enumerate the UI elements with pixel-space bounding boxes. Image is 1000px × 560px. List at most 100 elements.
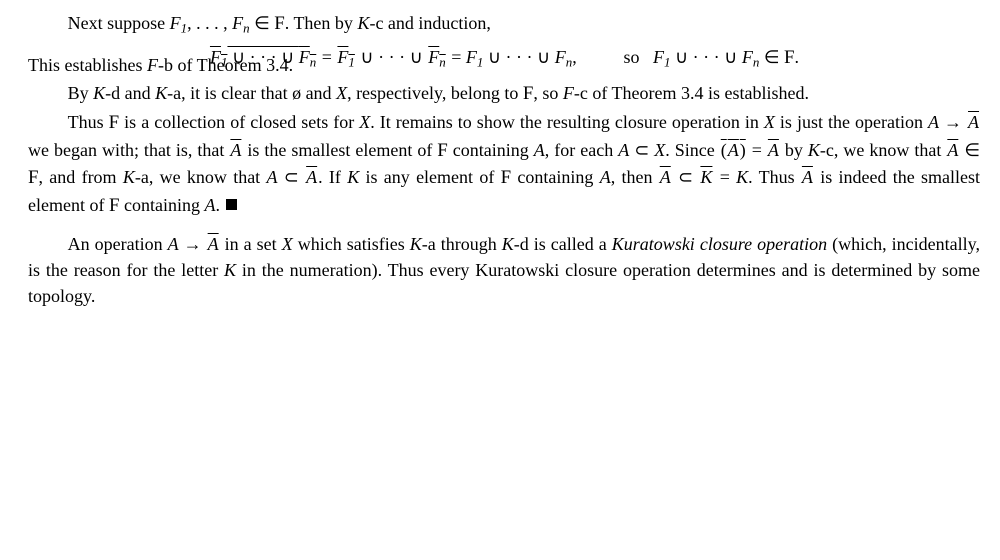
sym-A: A xyxy=(618,140,629,160)
sym-X: X xyxy=(359,112,370,132)
text: containing xyxy=(119,195,204,215)
sym-Abar: A xyxy=(305,167,318,187)
script-F: F xyxy=(28,167,39,188)
sym: F xyxy=(466,47,477,67)
sym: F xyxy=(742,47,753,67)
paragraph-kuratowski: An operation A → A in a set X which sati… xyxy=(28,231,980,309)
sym-A: A xyxy=(168,234,179,254)
text: -c, we know that xyxy=(820,140,946,160)
sym-A: A xyxy=(534,140,545,160)
sym-K: K xyxy=(347,167,359,187)
script-F: F xyxy=(437,140,448,161)
op: → xyxy=(939,112,967,132)
sym-F: F xyxy=(563,83,574,103)
text: which satisfies xyxy=(293,234,410,254)
text: containing xyxy=(448,140,534,160)
sub: n xyxy=(439,55,445,70)
text: . Since xyxy=(665,140,719,160)
sym-A: A xyxy=(928,112,939,132)
text: -a through xyxy=(422,234,502,254)
sym-K: K xyxy=(155,83,167,103)
text: by xyxy=(780,140,808,160)
term-kuratowski: Kuratowski closure operation xyxy=(612,234,827,254)
sym: F xyxy=(428,47,439,67)
text: is any element of xyxy=(359,167,500,187)
sym-K: K xyxy=(736,167,748,187)
op: = xyxy=(447,47,466,67)
text: . If xyxy=(318,167,347,187)
sym-Abar: A xyxy=(767,140,780,160)
sym-K: K xyxy=(357,13,369,33)
script-F: F xyxy=(784,47,795,68)
qed-icon xyxy=(226,199,237,210)
op: = xyxy=(747,140,767,160)
text: . Then by xyxy=(285,13,358,33)
text: , respectively, belong to xyxy=(347,83,523,103)
sym-A: A xyxy=(600,167,611,187)
sym-Abar: A xyxy=(946,140,959,160)
op: = xyxy=(713,167,736,187)
text: we began with; that is, that xyxy=(28,140,229,160)
text: , and from xyxy=(39,167,123,187)
sym: F xyxy=(337,47,348,67)
script-F: F xyxy=(109,112,120,133)
sym-Abar: A xyxy=(659,167,672,187)
sym-K: K xyxy=(502,234,514,254)
sym-K: K xyxy=(410,234,422,254)
text: By xyxy=(68,83,94,103)
text: is a collection of closed sets for xyxy=(119,112,359,132)
sym-Fn: F xyxy=(232,13,243,33)
script-F: F xyxy=(274,13,285,34)
op: ⊂ xyxy=(277,167,305,187)
text: , . . . , xyxy=(187,13,232,33)
text: Thus xyxy=(68,112,109,132)
text: , for each xyxy=(545,140,618,160)
op: = xyxy=(317,47,336,67)
paragraph-intro: Next suppose F1, . . . , Fn ∈ F. Then by… xyxy=(28,10,980,38)
sym-Abar: A xyxy=(967,112,980,132)
text: . Thus xyxy=(748,167,801,187)
sym-Kbar: K xyxy=(699,167,713,187)
op: ∪ · · · ∪ xyxy=(356,47,427,67)
text: -a, we know that xyxy=(135,167,267,187)
sym-K: K xyxy=(808,140,820,160)
sym-A: A xyxy=(266,167,277,187)
sym-AbarBar: (A) xyxy=(720,140,747,160)
sym-K: K xyxy=(123,167,135,187)
sym-K: K xyxy=(93,83,105,103)
sym: F xyxy=(299,47,310,67)
text: ∈ xyxy=(250,13,275,33)
script-F: F xyxy=(501,167,512,188)
paragraph-kd-ka: By K-d and K-a, it is clear that ø and X… xyxy=(28,80,980,107)
text: is just the operation xyxy=(775,112,928,132)
text: in a set xyxy=(220,234,282,254)
sym-A: A xyxy=(204,195,215,215)
text: . It remains to show the resulting closu… xyxy=(370,112,764,132)
text: is the smallest element of xyxy=(242,140,437,160)
text: , then xyxy=(611,167,659,187)
paragraph-main-proof: Thus F is a collection of closed sets fo… xyxy=(28,109,980,219)
text: -d and xyxy=(105,83,155,103)
text: , so xyxy=(533,83,563,103)
op: ∪ · · · ∪ xyxy=(671,47,742,67)
sym-Abar: A xyxy=(207,234,220,254)
text: -a, it is clear that ø and xyxy=(167,83,336,103)
text: . xyxy=(795,47,800,67)
sym-X: X xyxy=(282,234,293,254)
sub: n xyxy=(310,55,316,70)
sym-X: X xyxy=(654,140,665,160)
sym-X: X xyxy=(336,83,347,103)
text: . xyxy=(215,195,220,215)
sym: F xyxy=(555,47,566,67)
op: ⊂ xyxy=(672,167,700,187)
text: An operation xyxy=(68,234,168,254)
op: ∈ xyxy=(759,47,784,67)
script-F: F xyxy=(523,83,534,104)
sym-Abar: A xyxy=(229,140,242,160)
op: → xyxy=(179,234,207,254)
sym-X: X xyxy=(764,112,775,132)
sym-F1: F xyxy=(170,13,181,33)
sym: F xyxy=(653,47,664,67)
text: containing xyxy=(511,167,600,187)
text: -c of Theorem 3.4 is established. xyxy=(574,83,809,103)
